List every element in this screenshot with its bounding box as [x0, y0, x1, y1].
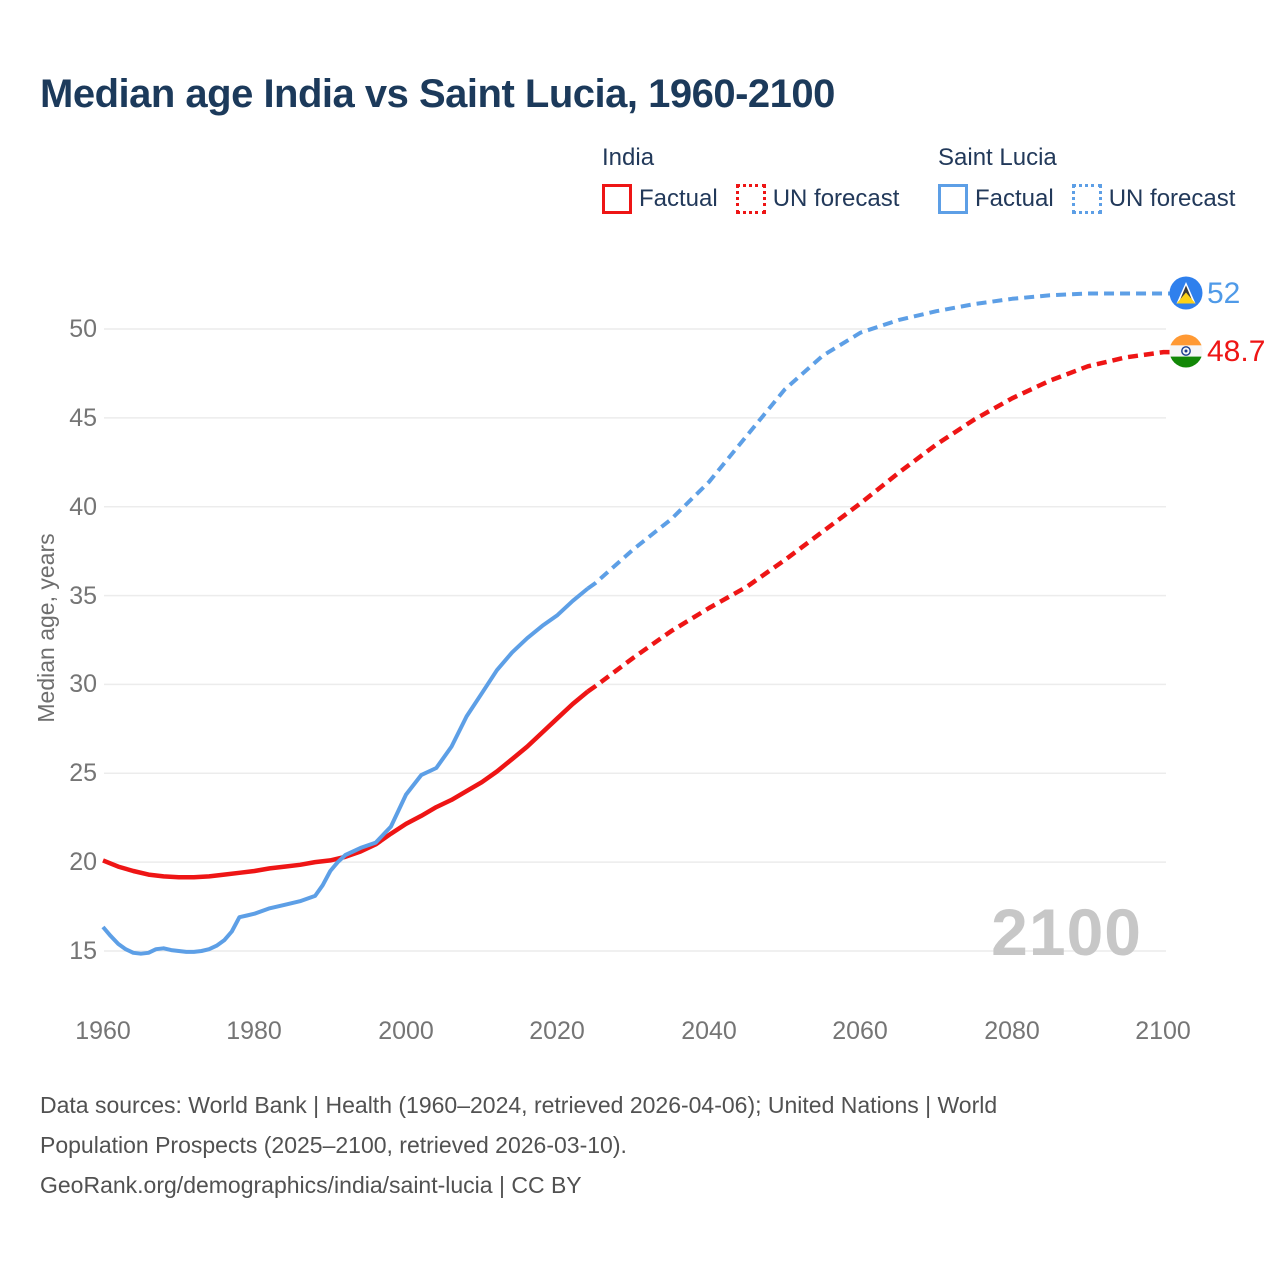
legend-item-label: Factual	[975, 185, 1054, 212]
x-tick-label: 2100	[1135, 1017, 1191, 1045]
dotted-line-swatch-icon	[735, 184, 766, 214]
legend-group-saint-lucia: Saint Lucia Factual UN forecast	[938, 144, 1235, 214]
y-tick-label: 35	[69, 582, 97, 610]
legend-item-india-factual[interactable]: Factual	[602, 184, 718, 214]
legend-item-india-forecast[interactable]: UN forecast	[735, 184, 900, 214]
y-tick-label: 40	[69, 493, 97, 521]
legend-item-saint-lucia-factual[interactable]: Factual	[938, 184, 1054, 214]
series-line-india-un-forecast	[586, 349, 1172, 694]
data-sources-line-2: Population Prospects (2025–2100, retriev…	[40, 1132, 627, 1158]
y-tick-label: 15	[69, 937, 97, 965]
data-sources-line-1: Data sources: World Bank | Health (1960–…	[40, 1092, 998, 1118]
india-end-value: 48.7	[1207, 335, 1266, 368]
legend-item-label: UN forecast	[1108, 185, 1236, 212]
legend-item-label: Factual	[639, 185, 718, 212]
saint-lucia-end-value: 52	[1207, 277, 1241, 310]
x-tick-label: 2000	[378, 1017, 434, 1045]
series-line-saint-lucia-factual	[101, 586, 590, 956]
y-tick-label: 45	[69, 404, 97, 432]
series-line-india-factual	[102, 689, 590, 880]
y-axis-title: Median age, years	[33, 533, 59, 723]
y-tick-label: 50	[69, 315, 97, 343]
y-tick-label: 20	[69, 848, 97, 876]
x-tick-label: 2040	[681, 1017, 737, 1045]
legend-group-title: India	[602, 144, 655, 171]
india-flag-icon	[1169, 334, 1203, 368]
x-tick-label: 2080	[984, 1017, 1040, 1045]
dotted-line-swatch-icon	[1071, 184, 1102, 214]
legend-item-label: UN forecast	[772, 185, 900, 212]
x-tick-label: 1980	[226, 1017, 282, 1045]
x-tick-label: 1960	[75, 1017, 131, 1045]
legend-group-india: India Factual UN forecast	[602, 144, 899, 214]
data-series	[101, 291, 1172, 956]
saint-lucia-flag-icon	[1169, 276, 1203, 310]
attribution-link[interactable]: GeoRank.org/demographics/india/saint-luc…	[40, 1172, 582, 1198]
watermark-year: 2100	[991, 895, 1142, 969]
chart-title: Median age India vs Saint Lucia, 1960-21…	[40, 72, 835, 116]
legend-item-saint-lucia-forecast[interactable]: UN forecast	[1071, 184, 1236, 214]
x-tick-label: 2020	[529, 1017, 585, 1045]
y-tick-label: 25	[69, 759, 97, 787]
x-tick-label: 2060	[832, 1017, 888, 1045]
y-tick-label: 30	[69, 670, 97, 698]
gridlines	[104, 328, 1166, 952]
series-line-saint-lucia-un-forecast	[586, 291, 1172, 591]
legend-group-title: Saint Lucia	[938, 144, 1057, 171]
solid-line-swatch-icon	[938, 184, 968, 214]
solid-line-swatch-icon	[602, 184, 632, 214]
